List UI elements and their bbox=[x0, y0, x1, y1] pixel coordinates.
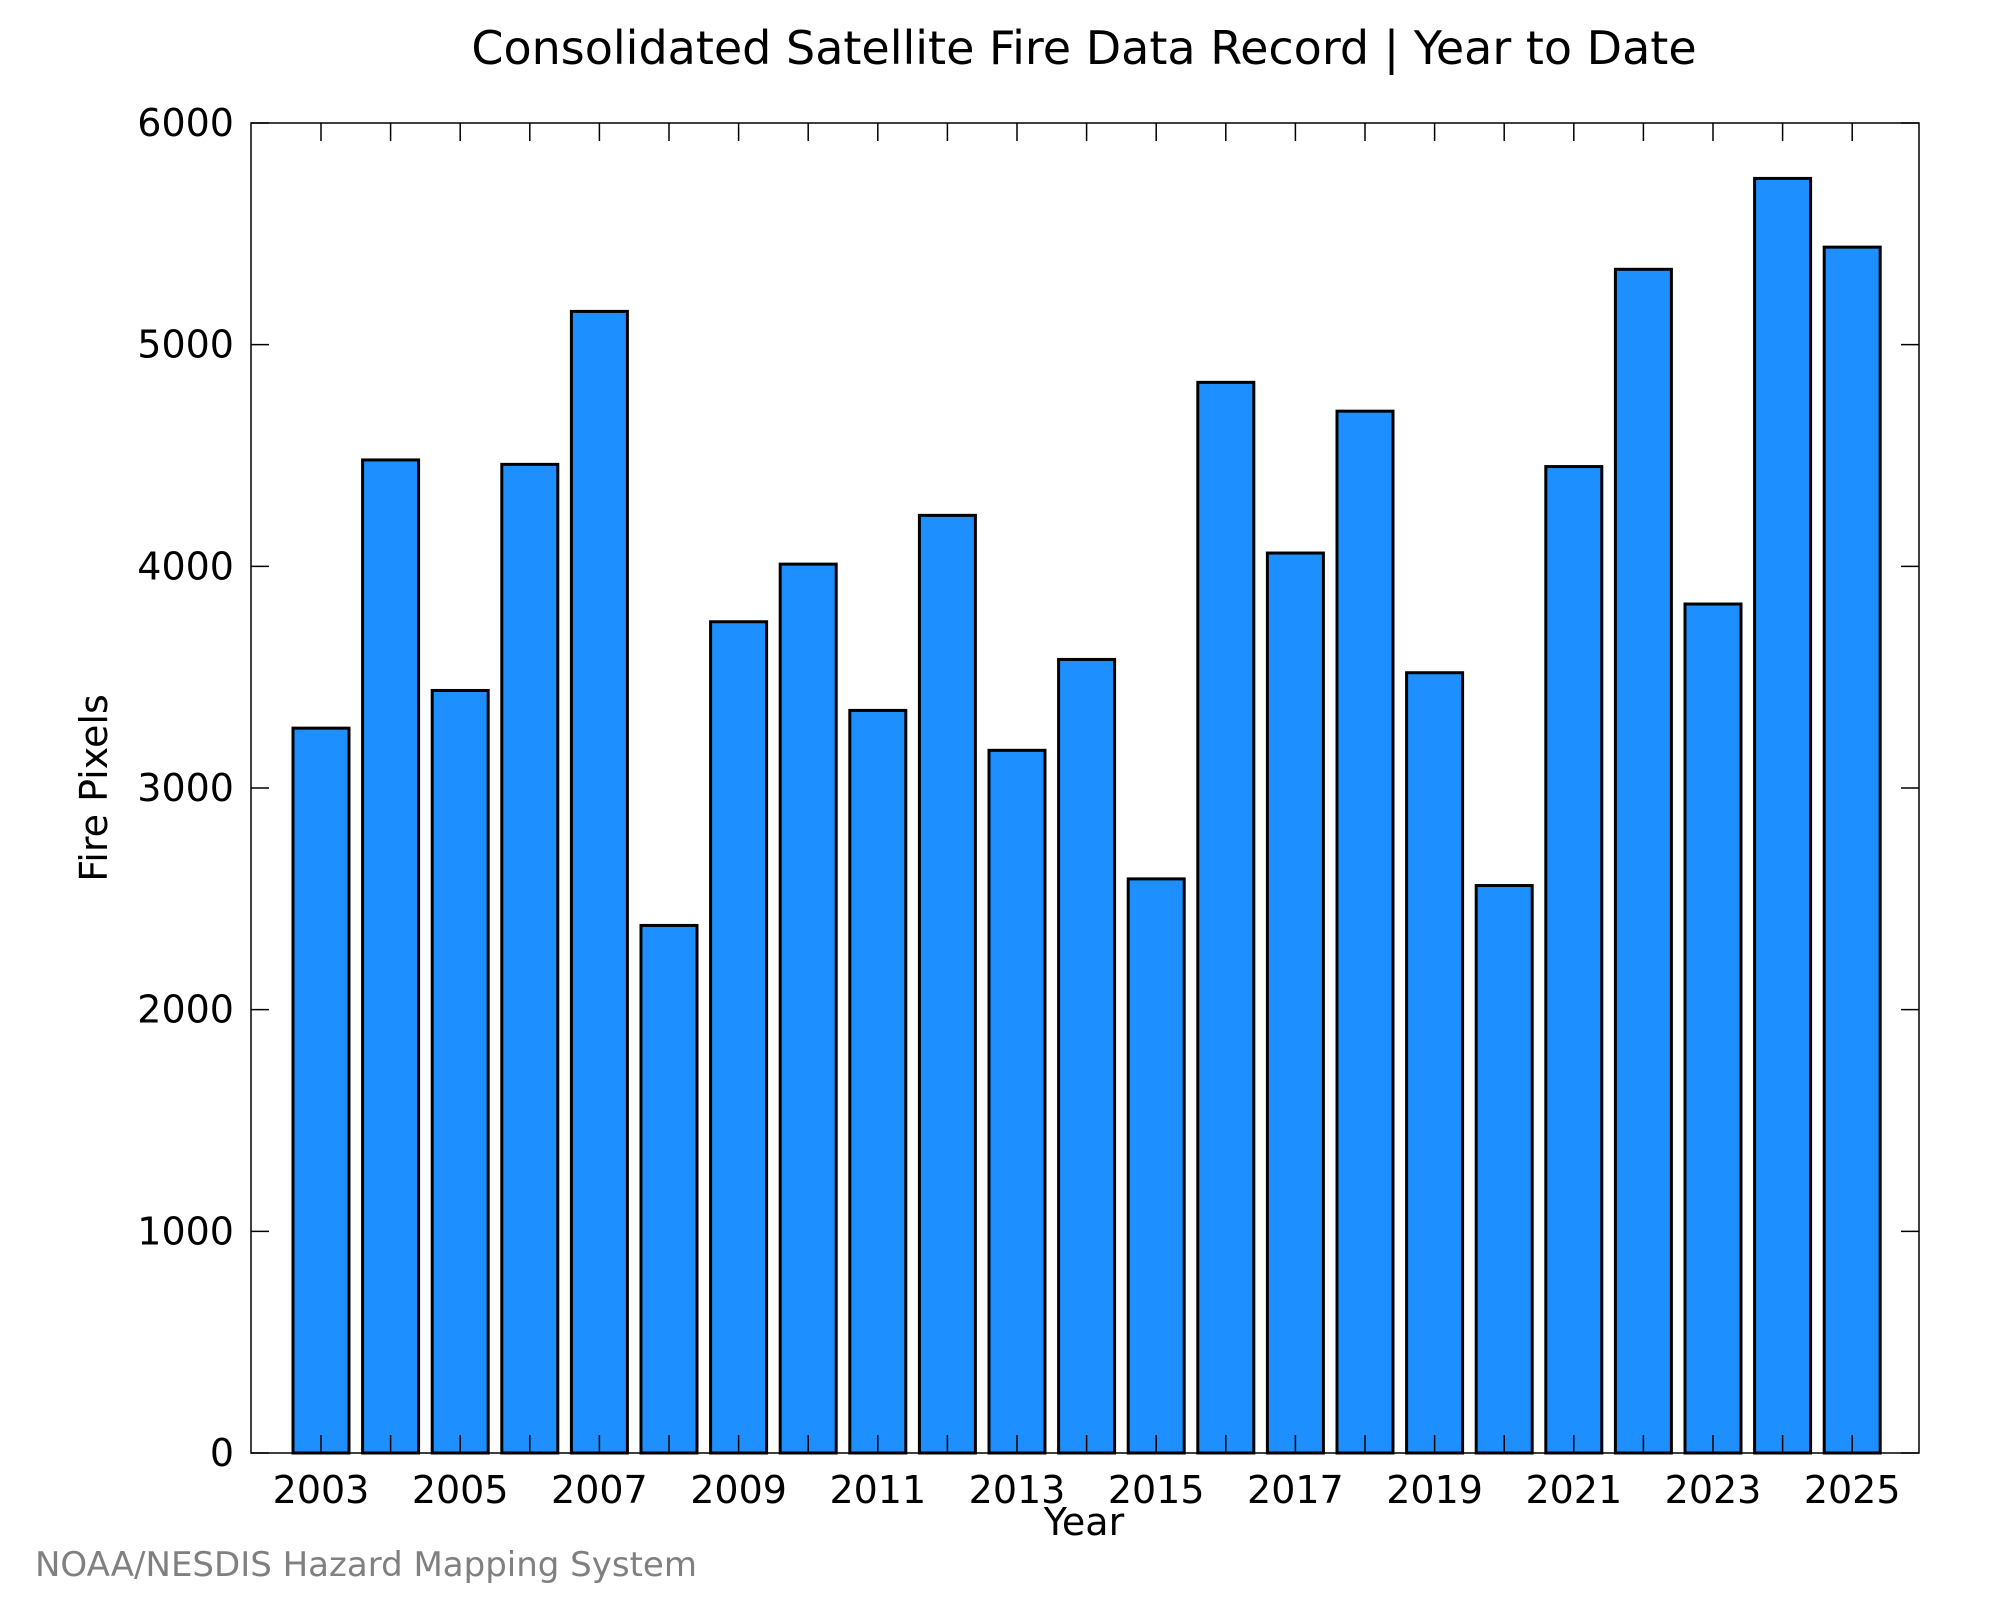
bar-2015 bbox=[1126, 877, 1186, 1455]
bar-2007 bbox=[569, 309, 629, 1455]
bar-2019 bbox=[1405, 671, 1465, 1455]
chart-title: Consolidated Satellite Fire Data Record … bbox=[471, 21, 1696, 76]
y-tick-label: 6000 bbox=[137, 101, 234, 145]
x-tick-label: 2025 bbox=[1804, 1468, 1901, 1512]
bar-2022 bbox=[1613, 267, 1673, 1455]
bar-2025 bbox=[1822, 245, 1882, 1455]
bar-2004 bbox=[361, 458, 421, 1455]
bars-group bbox=[291, 176, 1882, 1455]
y-tick-label: 1000 bbox=[137, 1209, 234, 1253]
bar-2010 bbox=[778, 562, 838, 1455]
y-tick-label: 3000 bbox=[137, 766, 234, 810]
x-tick-label: 2011 bbox=[829, 1468, 926, 1512]
bar-2017 bbox=[1265, 551, 1325, 1455]
y-tick-label: 4000 bbox=[137, 544, 234, 588]
y-tick-label: 0 bbox=[210, 1431, 234, 1475]
bar-2021 bbox=[1544, 465, 1604, 1455]
credit-text: NOAA/NESDIS Hazard Mapping System bbox=[35, 1545, 697, 1585]
bar-2023 bbox=[1683, 602, 1743, 1455]
x-tick-label: 2015 bbox=[1108, 1468, 1205, 1512]
x-tick-label: 2009 bbox=[690, 1468, 787, 1512]
bar-2006 bbox=[500, 462, 560, 1455]
bar-2011 bbox=[848, 708, 908, 1455]
y-tick-label: 5000 bbox=[137, 323, 234, 367]
x-tick-label: 2023 bbox=[1665, 1468, 1762, 1512]
bar-2018 bbox=[1335, 409, 1395, 1455]
x-tick-label: 2003 bbox=[273, 1468, 370, 1512]
x-tick-label: 2007 bbox=[551, 1468, 648, 1512]
x-tick-label: 2021 bbox=[1525, 1468, 1622, 1512]
bar-2003 bbox=[291, 726, 351, 1455]
x-axis-label: Year bbox=[1043, 1500, 1125, 1544]
bar-2005 bbox=[430, 688, 490, 1455]
bar-2014 bbox=[1057, 657, 1117, 1455]
bar-2020 bbox=[1474, 884, 1534, 1455]
bar-2009 bbox=[709, 620, 769, 1455]
bar-2008 bbox=[639, 923, 699, 1455]
y-axis-label: Fire Pixels bbox=[72, 694, 116, 882]
x-tick-label: 2013 bbox=[969, 1468, 1066, 1512]
x-tick-label: 2005 bbox=[412, 1468, 509, 1512]
bar-2016 bbox=[1196, 380, 1256, 1455]
bar-2024 bbox=[1753, 176, 1813, 1455]
x-axis-ticks: 2003 2005 2007 2009 2011 2013 2015 2017 2019 2021… bbox=[273, 123, 1901, 1512]
x-tick-label: 2017 bbox=[1247, 1468, 1344, 1512]
y-tick-label: 2000 bbox=[137, 988, 234, 1032]
y-axis-ticks: 0 1000 2000 3000 4000 5000 6000 bbox=[137, 101, 1919, 1475]
bar-2013 bbox=[987, 748, 1047, 1455]
bar-2012 bbox=[917, 513, 977, 1455]
x-tick-label: 2019 bbox=[1386, 1468, 1483, 1512]
